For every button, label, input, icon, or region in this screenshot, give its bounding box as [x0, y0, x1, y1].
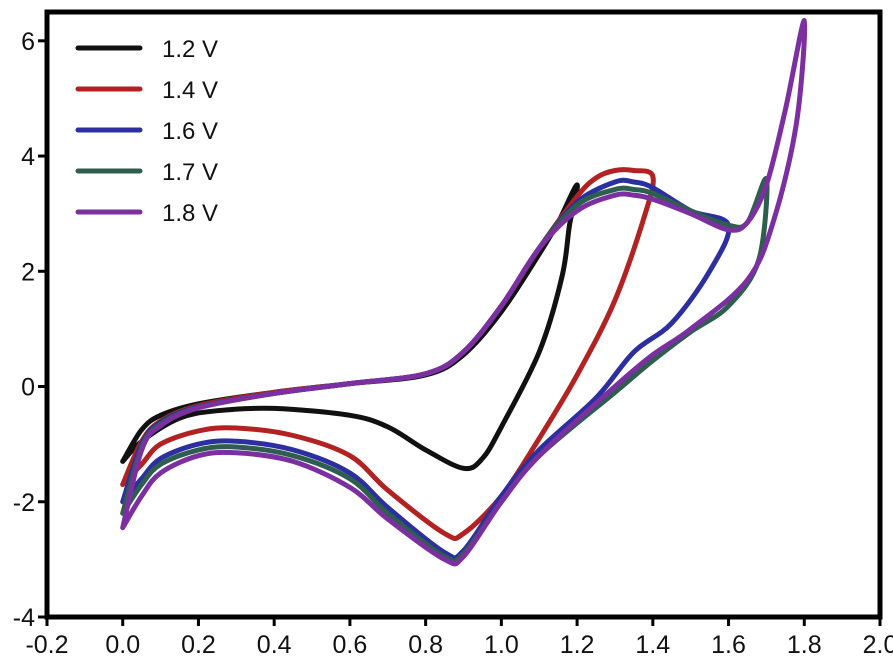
y-tick-label: 0 [21, 374, 35, 402]
legend-label: 1.4 V [162, 77, 218, 104]
plot-frame [44, 9, 883, 620]
x-tick-label: 0.0 [105, 631, 140, 659]
x-tick-label: 0.8 [408, 631, 443, 659]
x-tick-label: 0.2 [181, 631, 216, 659]
x-tick-label: 1.4 [635, 631, 670, 659]
legend-label: 1.2 V [162, 36, 218, 63]
x-tick-label: 1.6 [711, 631, 746, 659]
y-tick-label: 2 [21, 258, 35, 286]
x-tick-label: 0.4 [257, 631, 292, 659]
y-tick-label: 6 [21, 28, 35, 56]
x-tick-label: 1.2 [560, 631, 595, 659]
x-tick-label: 1.0 [484, 631, 519, 659]
y-tick-label: -2 [13, 489, 35, 517]
axes-layer: -0.2 0.0 0.2 0.4 0.6 0.8 1.0 1.2 1.4 1.6 1.8 2.0 -4 -… [13, 28, 893, 659]
x-tick-label: 0.6 [333, 631, 368, 659]
series-line-1-8-V [120, 18, 808, 567]
x-tick-label: 2.0 [863, 631, 893, 659]
x-tick-label: -0.2 [25, 631, 68, 659]
legend: 1.2 V 1.4 V 1.6 V 1.7 V 1.8 V [75, 36, 218, 227]
legend-label: 1.8 V [162, 200, 218, 227]
y-tick-label: -4 [13, 604, 35, 632]
series-layer [120, 18, 808, 567]
y-tick-label: 4 [21, 143, 35, 171]
legend-label: 1.7 V [162, 159, 218, 186]
legend-label: 1.6 V [162, 118, 218, 145]
x-tick-label: 1.8 [787, 631, 822, 659]
